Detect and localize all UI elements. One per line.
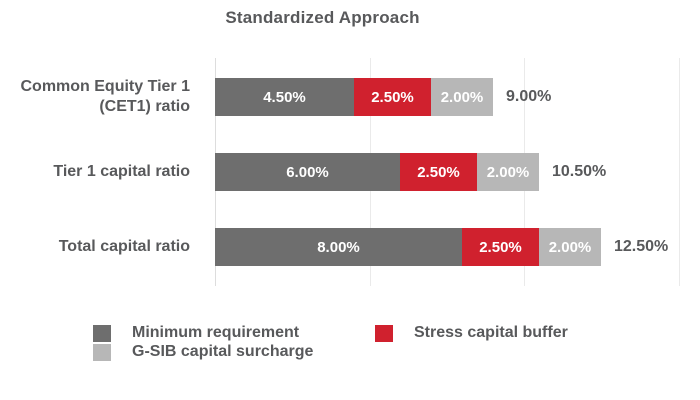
legend-swatch-minimum-requirement: [93, 324, 111, 342]
bar-segment-stress-capital-buffer: 2.50%: [462, 228, 539, 266]
legend-label-minimum-requirement: Minimum requirement: [132, 324, 300, 341]
bar-segment-g-sib-capital-surcharge: 2.00%: [539, 228, 601, 266]
gridline-15-percent: [679, 58, 680, 286]
total-label: 10.50%: [552, 163, 607, 180]
legend-item-stress-capital-buffer: Stress capital buffer: [375, 324, 568, 342]
bar-segment-g-sib-capital-surcharge: 2.00%: [431, 78, 493, 116]
total-label: 9.00%: [506, 88, 552, 105]
bar-segment-minimum-requirement: 8.00%: [215, 228, 462, 266]
bar-row: 6.00% 2.50% 2.00% 10.50%: [215, 153, 606, 191]
legend-label-gsib-capital-surcharge: G-SIB capital surcharge: [132, 343, 314, 360]
bar-row: 8.00% 2.50% 2.00% 12.50%: [215, 228, 668, 266]
bar-segment-stress-capital-buffer: 2.50%: [400, 153, 477, 191]
category-label: Tier 1 capital ratio: [53, 163, 190, 180]
category-label: Total capital ratio: [58, 238, 190, 255]
legend-swatch-stress-capital-buffer: [375, 324, 393, 342]
legend-item-minimum-requirement: Minimum requirement: [93, 324, 299, 342]
legend-swatch-gsib-capital-surcharge: [93, 343, 111, 361]
total-label: 12.50%: [614, 238, 669, 255]
bar-segment-minimum-requirement: 6.00%: [215, 153, 400, 191]
chart-title: Standardized Approach: [225, 8, 420, 27]
bar-segment-g-sib-capital-surcharge: 2.00%: [477, 153, 539, 191]
bar-row: 4.50% 2.50% 2.00% 9.00%: [215, 78, 551, 116]
legend-label-stress-capital-buffer: Stress capital buffer: [414, 324, 568, 341]
bar-segment-stress-capital-buffer: 2.50%: [354, 78, 431, 116]
category-label: Common Equity Tier 1 (CET1) ratio: [20, 78, 190, 115]
legend-item-gsib-capital-surcharge: G-SIB capital surcharge: [93, 343, 313, 361]
bar-segment-minimum-requirement: 4.50%: [215, 78, 354, 116]
